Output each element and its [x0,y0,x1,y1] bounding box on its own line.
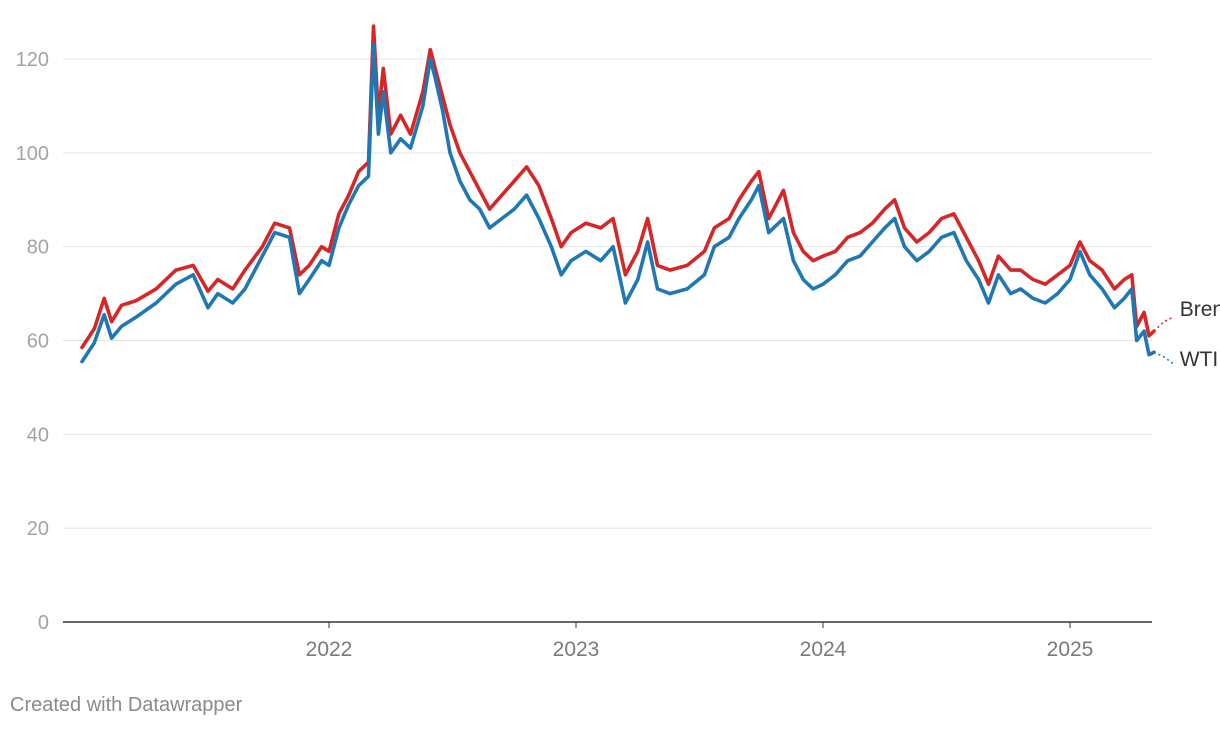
brent-line [80,24,1156,350]
wti-projection-line [1153,351,1175,365]
y-tick-label-0: 0 [38,612,49,634]
y-axis-ticks: 0 20 40 60 80 100 120 [16,49,49,634]
y-tick-label-100: 100 [16,143,49,165]
y-tick-label-20: 20 [27,518,49,540]
x-axis-ticks: 2022 2023 2024 2025 [306,622,1094,661]
gridlines [63,58,1152,623]
wti-line [80,43,1156,364]
wti-series-label: WTI [1180,348,1218,371]
y-tick-label-80: 80 [27,237,49,259]
y-tick-label-60: 60 [27,331,49,353]
brent-projection-line [1153,316,1175,332]
brent-series-label: Brent [1180,298,1220,321]
y-tick-label-40: 40 [27,424,49,446]
x-tick-label-2024: 2024 [800,638,847,661]
series-labels: Brent WTI [1180,298,1220,371]
credit-text: Created with Datawrapper [10,694,243,716]
x-tick-label-2025: 2025 [1047,638,1094,661]
x-tick-label-2023: 2023 [553,638,600,661]
series-lines [80,24,1175,365]
y-tick-label-120: 120 [16,49,49,71]
x-tick-label-2022: 2022 [306,638,353,661]
